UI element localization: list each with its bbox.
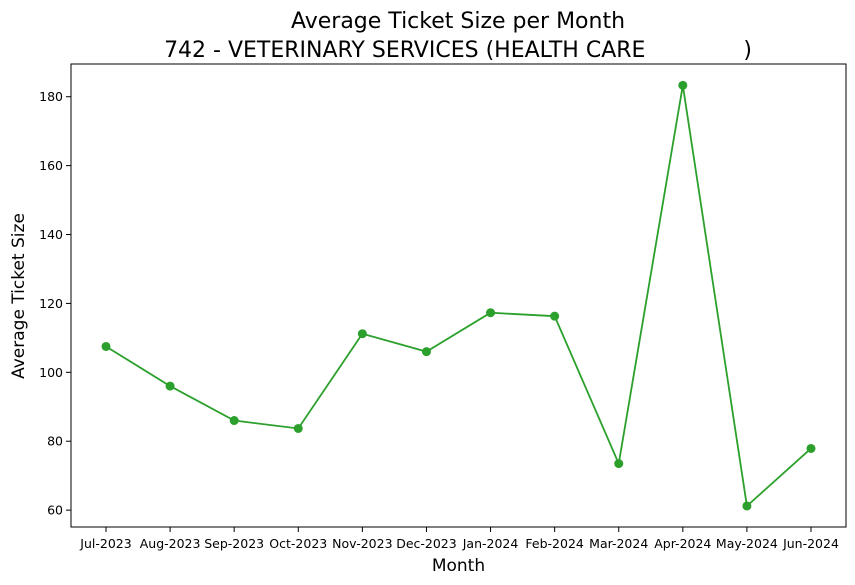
x-tick-label: Oct-2023 [269, 536, 327, 551]
data-point [678, 80, 688, 90]
x-tick-label: Feb-2024 [525, 536, 584, 551]
x-axis-ticks: Jul-2023 Aug-2023 Sep-2023 Oct-2023 Nov-2023… [79, 527, 839, 551]
data-point [293, 423, 303, 433]
data-point [806, 443, 816, 453]
data-point [550, 311, 560, 321]
data-point [165, 381, 175, 391]
data-point [486, 308, 496, 318]
x-tick-label: Jul-2023 [79, 536, 131, 551]
x-tick-label: Apr-2024 [654, 536, 711, 551]
y-tick-label: 60 [47, 503, 63, 518]
y-tick-label: 140 [39, 227, 63, 242]
x-tick-label: Jan-2024 [462, 536, 519, 551]
y-axis-label: Average Ticket Size [9, 213, 29, 379]
x-tick-label: Aug-2023 [140, 536, 201, 551]
data-point [229, 416, 239, 426]
y-tick-label: 180 [39, 89, 63, 104]
chart-title: Average Ticket Size per Month [291, 9, 625, 34]
x-tick-label: Nov-2023 [332, 536, 392, 551]
y-axis-ticks: 60 80 100 120 140 160 180 [39, 89, 71, 518]
x-tick-label: Jun-2024 [782, 536, 839, 551]
x-tick-label: Sep-2023 [204, 536, 264, 551]
x-tick-label: May-2024 [716, 536, 778, 551]
data-point [742, 501, 752, 511]
data-point [101, 341, 111, 351]
y-tick-label: 120 [39, 296, 63, 311]
series-line [105, 85, 812, 508]
series-markers [101, 80, 816, 511]
data-point [357, 329, 367, 339]
data-point [614, 459, 624, 469]
y-tick-label: 80 [47, 434, 63, 449]
chart-subtitle: 742 - VETERINARY SERVICES (HEALTH CARE ) [164, 38, 752, 63]
y-tick-label: 160 [39, 158, 63, 173]
data-point [421, 347, 431, 357]
y-tick-label: 100 [39, 365, 63, 380]
x-tick-label: Mar-2024 [589, 536, 648, 551]
plot-frame [70, 63, 847, 528]
x-tick-label: Dec-2023 [396, 536, 457, 551]
x-axis-label: Month [432, 556, 485, 576]
